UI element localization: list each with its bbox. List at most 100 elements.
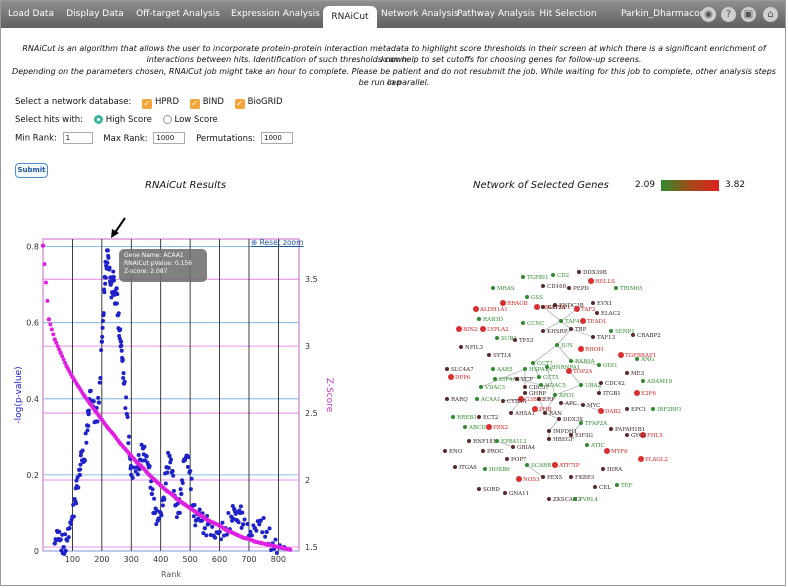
network-node[interactable] [501, 399, 505, 403]
pvalue-point[interactable] [188, 487, 193, 492]
network-node[interactable] [545, 365, 549, 369]
pvalue-point[interactable] [125, 415, 130, 420]
network-node[interactable] [477, 415, 481, 419]
tab-network-analysis[interactable]: Network Analysis [381, 9, 459, 19]
network-node[interactable] [577, 270, 581, 274]
pvalue-point[interactable] [78, 467, 83, 472]
reset-zoom-link[interactable]: ⊕ Reset zoom [251, 238, 303, 247]
network-node[interactable] [487, 353, 491, 357]
network-node[interactable] [473, 306, 479, 312]
network-node[interactable] [541, 284, 545, 288]
pvalue-point[interactable] [201, 531, 206, 536]
pvalue-point[interactable] [240, 522, 246, 527]
network-node[interactable] [547, 497, 551, 501]
pvalue-point[interactable] [128, 463, 133, 468]
pvalue-point[interactable] [213, 535, 218, 540]
network-node[interactable] [511, 445, 515, 449]
network-node[interactable] [641, 379, 645, 383]
pvalue-point[interactable] [98, 376, 103, 381]
pvalue-point[interactable] [83, 431, 88, 436]
network-node[interactable] [618, 352, 624, 358]
pvalue-point[interactable] [58, 537, 63, 542]
network-node[interactable] [523, 367, 527, 371]
network-node[interactable] [525, 295, 529, 299]
zscore-point[interactable] [42, 262, 47, 267]
pvalue-point[interactable] [105, 260, 110, 265]
pvalue-point[interactable] [136, 452, 141, 457]
pvalue-point[interactable] [157, 516, 162, 521]
network-node[interactable] [523, 391, 527, 395]
pvalue-point[interactable] [76, 485, 81, 490]
pvalue-point[interactable] [86, 411, 91, 417]
pvalue-point[interactable] [139, 442, 144, 447]
pvalue-point[interactable] [115, 292, 120, 297]
pvalue-point[interactable] [159, 513, 164, 518]
network-node[interactable] [579, 421, 583, 425]
pvalue-point[interactable] [63, 548, 68, 553]
pvalue-point[interactable] [260, 530, 265, 535]
pvalue-point[interactable] [96, 395, 101, 400]
pvalue-point[interactable] [174, 515, 179, 520]
pvalue-point[interactable] [220, 520, 225, 525]
network-node[interactable] [625, 433, 629, 437]
network-node[interactable] [480, 326, 486, 332]
zscore-point[interactable] [40, 243, 46, 248]
network-node[interactable] [500, 300, 506, 306]
pvalue-point[interactable] [82, 458, 87, 463]
pvalue-point[interactable] [187, 468, 193, 474]
pvalue-point[interactable] [121, 376, 126, 381]
network-node[interactable] [479, 385, 483, 389]
zscore-point[interactable] [51, 332, 56, 337]
pvalue-point[interactable] [239, 525, 244, 530]
network-node[interactable] [593, 485, 597, 489]
network-node[interactable] [521, 275, 525, 279]
pvalue-point[interactable] [249, 533, 254, 538]
pvalue-point[interactable] [166, 465, 171, 470]
pvalue-point[interactable] [150, 487, 155, 492]
pvalue-point[interactable] [140, 458, 145, 463]
pvalue-point[interactable] [178, 487, 183, 492]
pvalue-point[interactable] [126, 441, 131, 446]
network-node[interactable] [515, 377, 519, 381]
network-node[interactable] [625, 407, 629, 411]
chat-icon[interactable]: ◉ [701, 7, 716, 22]
pvalue-point[interactable] [186, 455, 191, 460]
pvalue-point[interactable] [95, 419, 100, 424]
pvalue-point[interactable] [261, 515, 266, 520]
submit-button[interactable]: Submit [15, 163, 48, 178]
pvalue-point[interactable] [193, 523, 198, 528]
max-rank-input[interactable]: 1000 [153, 132, 186, 144]
network-node[interactable] [537, 397, 541, 401]
pvalue-point[interactable] [85, 428, 90, 433]
network-node[interactable] [569, 359, 573, 363]
network-node[interactable] [569, 433, 573, 437]
tab-expression-analysis[interactable]: Expression Analysis [231, 9, 320, 19]
network-node[interactable] [551, 273, 555, 277]
zscore-point[interactable] [63, 360, 68, 365]
pvalue-point[interactable] [118, 327, 123, 332]
pvalue-point[interactable] [109, 295, 114, 300]
pvalue-point[interactable] [111, 278, 116, 283]
network-node[interactable] [579, 383, 583, 387]
network-node[interactable] [445, 367, 449, 371]
network-node[interactable] [445, 397, 449, 401]
network-node[interactable] [477, 317, 481, 321]
pvalue-point[interactable] [248, 529, 253, 534]
pvalue-point[interactable] [177, 510, 182, 515]
network-node[interactable] [609, 427, 613, 431]
network-node[interactable] [541, 305, 545, 309]
network-node[interactable] [585, 443, 589, 447]
pvalue-point[interactable] [163, 481, 168, 486]
pvalue-point[interactable] [74, 501, 79, 506]
network-node[interactable] [651, 407, 655, 411]
pvalue-point[interactable] [238, 504, 243, 509]
pvalue-point[interactable] [130, 475, 135, 480]
network-node[interactable] [578, 346, 584, 352]
pvalue-point[interactable] [99, 339, 105, 344]
zscore-point[interactable] [52, 337, 57, 342]
pvalue-point[interactable] [119, 343, 124, 348]
pvalue-point[interactable] [165, 470, 170, 475]
pvalue-point[interactable] [103, 275, 108, 280]
tab-load-data[interactable]: Load Data [8, 9, 54, 19]
network-node[interactable] [495, 336, 499, 340]
